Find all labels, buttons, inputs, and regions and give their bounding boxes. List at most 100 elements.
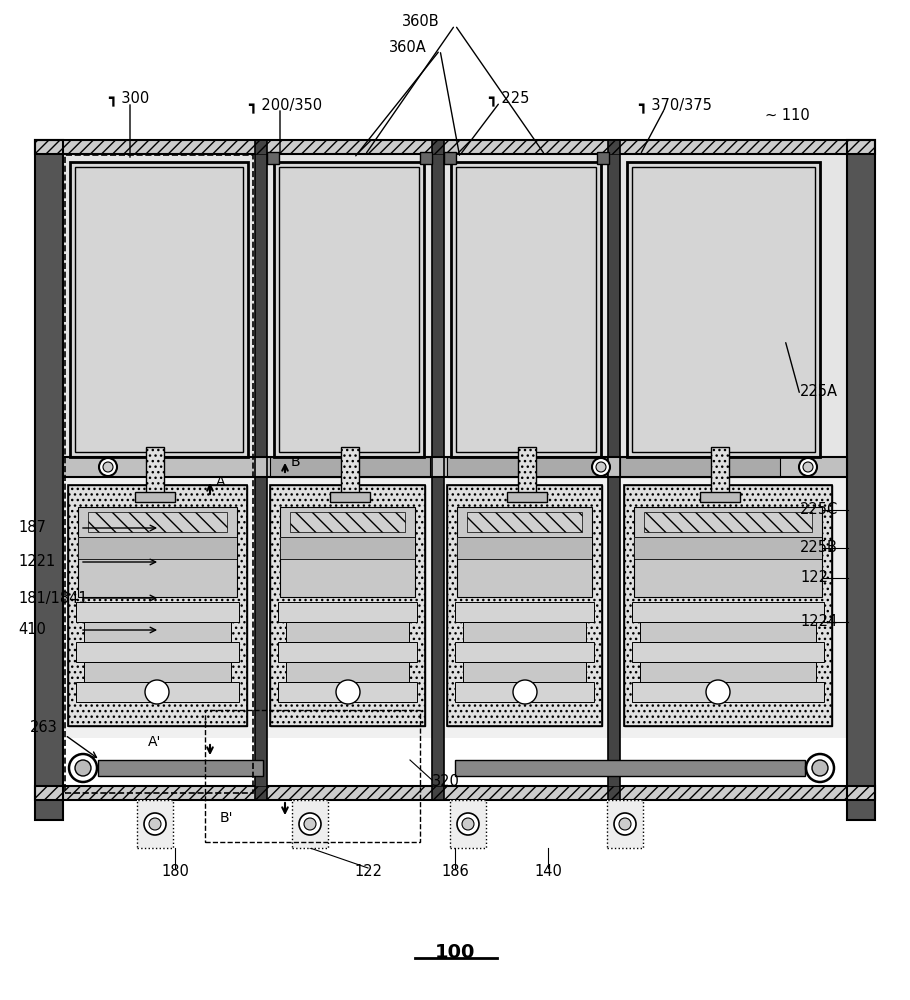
Bar [640,622,816,642]
Circle shape [706,680,730,704]
Bar [286,622,409,642]
Bar [75,167,243,452]
Bar [255,140,267,800]
Bar [847,140,875,820]
Bar [627,162,820,457]
Text: 410: 410 [18,622,46,638]
Bar [279,167,419,452]
Bar [450,800,486,848]
Bar [634,507,822,597]
Text: 122: 122 [800,570,828,585]
Text: ∼ 110: ∼ 110 [765,107,810,122]
Bar [280,507,415,597]
Bar [88,512,227,532]
Bar [444,152,456,164]
Bar [135,492,175,502]
Bar [270,485,425,726]
Circle shape [812,760,828,776]
Bar [63,457,847,477]
Bar [330,492,370,502]
Bar [634,507,822,597]
Circle shape [149,818,161,830]
Circle shape [69,754,97,782]
Bar [270,485,425,726]
Bar [457,507,592,597]
Bar [455,602,594,622]
Circle shape [103,462,113,472]
Text: A: A [216,475,226,489]
Circle shape [304,818,316,830]
Circle shape [457,813,479,835]
Bar [292,800,328,848]
Bar [278,602,417,622]
Bar [447,457,607,477]
Text: 122: 122 [354,864,382,880]
Text: ┓ 200/350: ┓ 200/350 [248,97,322,113]
Text: 360B: 360B [402,14,440,29]
Bar [627,162,820,457]
Bar [35,786,875,800]
Bar [63,477,847,738]
Circle shape [799,458,817,476]
Bar [267,155,432,468]
Bar [455,760,805,776]
Bar [518,447,536,495]
Bar [35,786,875,800]
Circle shape [336,680,360,704]
Bar [597,152,609,164]
Bar [76,602,239,622]
Bar [597,152,609,164]
Bar [63,457,847,477]
Bar [456,167,596,452]
Text: 225A: 225A [800,384,838,399]
Bar [456,167,596,452]
Bar [420,152,432,164]
Circle shape [75,760,91,776]
Bar [278,682,417,702]
Bar [76,682,239,702]
Bar [270,457,430,477]
Bar [518,447,536,495]
Bar [444,152,456,164]
Text: 263: 263 [30,720,57,736]
Bar [620,457,780,477]
Bar [84,662,231,682]
Bar [290,512,405,532]
Bar [255,140,267,800]
Bar [632,167,815,452]
Text: 225B: 225B [800,540,838,556]
Bar [84,622,231,642]
Bar [607,800,643,848]
Bar [330,492,370,502]
Bar [146,447,164,495]
Bar [711,447,729,495]
Bar [457,537,592,559]
Bar [98,760,263,776]
Text: 1224: 1224 [800,614,837,630]
Bar [463,622,586,642]
Bar [455,760,805,776]
Bar [292,800,328,848]
Bar [35,786,875,800]
Bar [35,140,63,820]
Text: B: B [291,455,300,469]
Bar [137,800,173,848]
Bar [450,800,486,848]
Bar [507,492,547,502]
Bar [632,167,815,452]
Bar [632,602,824,622]
Bar [620,457,780,477]
Bar [76,642,239,662]
Bar [455,682,594,702]
Bar [620,155,847,468]
Bar [624,485,832,726]
Bar [98,760,263,776]
Bar [457,537,592,559]
Bar [447,485,602,726]
Bar [78,507,237,597]
Circle shape [803,462,813,472]
Bar [444,155,608,468]
Bar [274,162,424,457]
Text: 360A: 360A [389,40,427,55]
Circle shape [592,458,610,476]
